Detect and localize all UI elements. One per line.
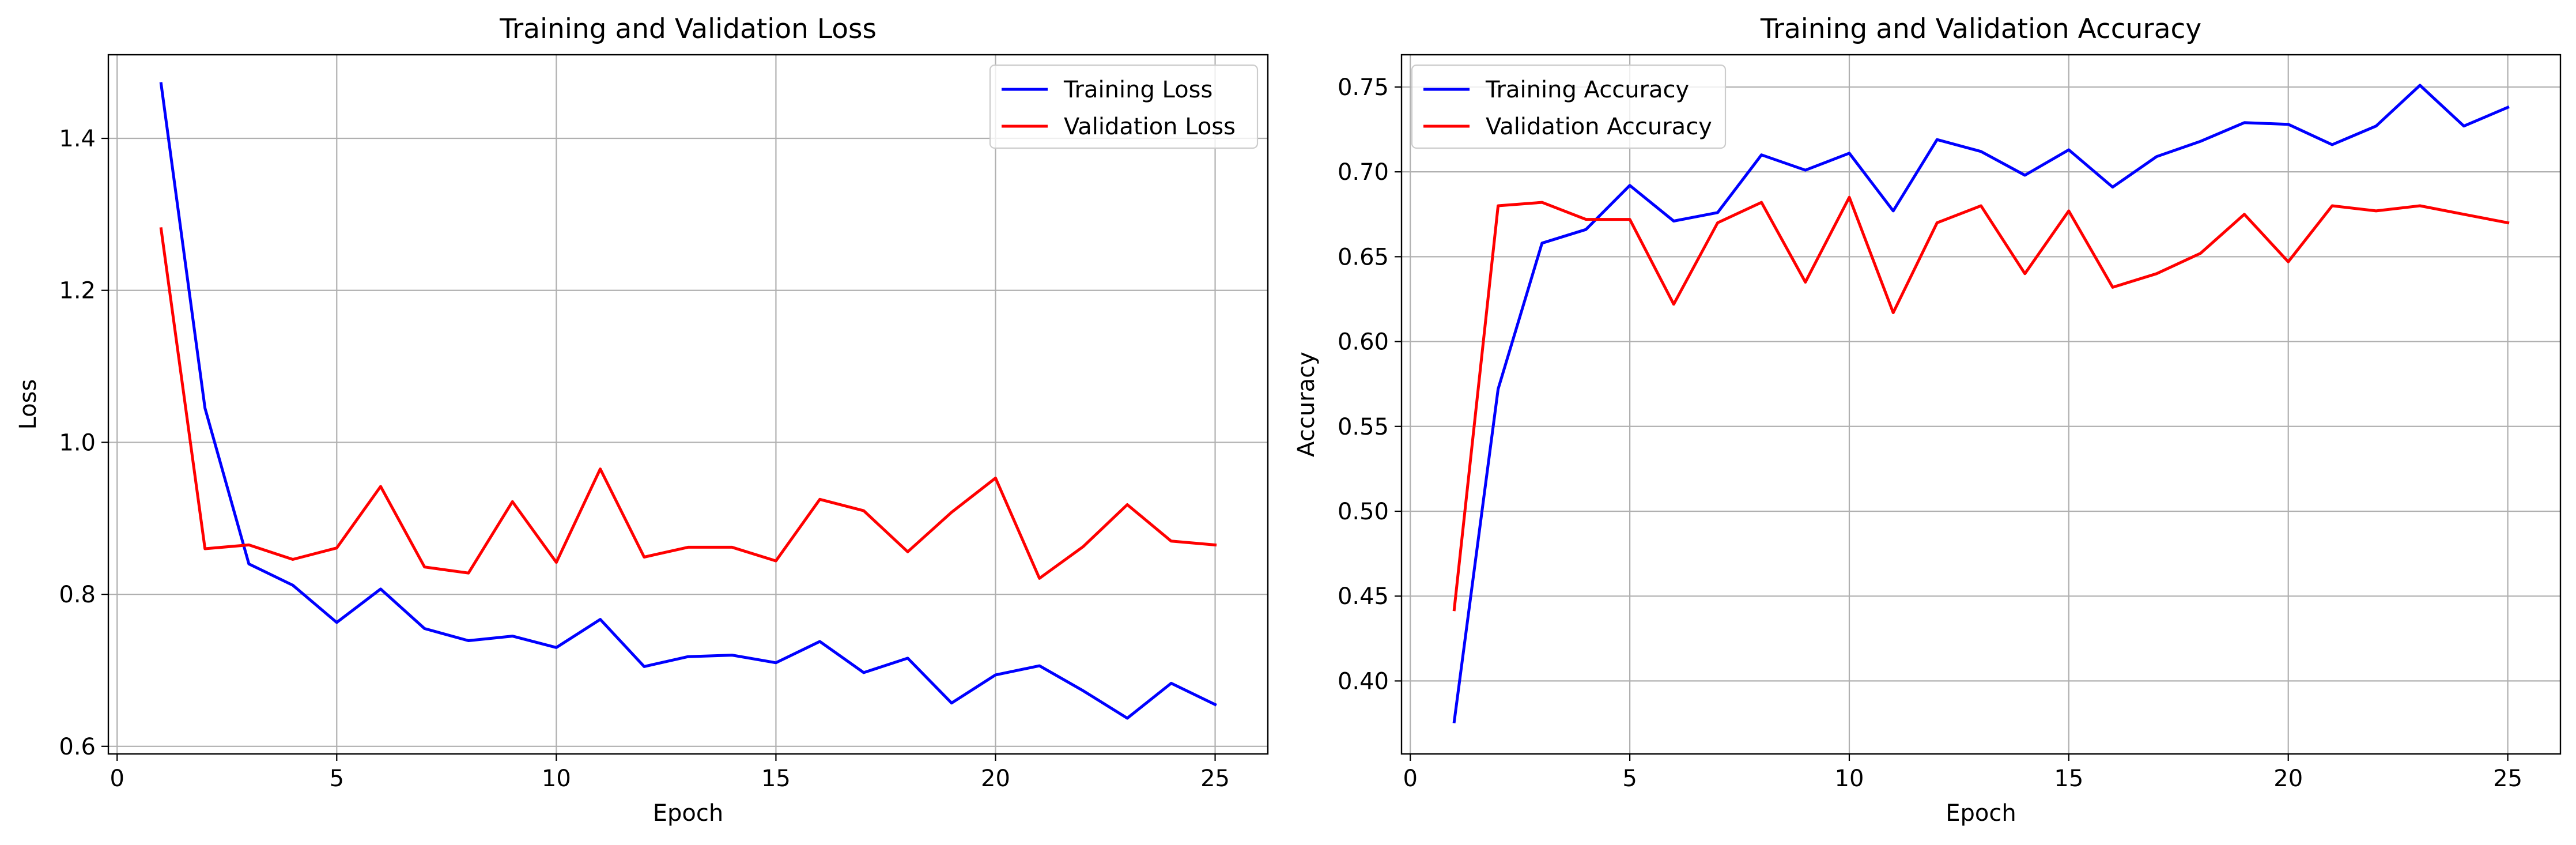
loss-series-validation-line: [159, 227, 1217, 580]
accuracy-y-tick-label: 0.60: [1338, 329, 1389, 356]
loss-axes-frame: [107, 54, 1269, 755]
loss-x-tick-label: 25: [1200, 765, 1230, 792]
accuracy-legend-training-label: Training Accuracy: [1485, 77, 1689, 103]
accuracy-x-tick-label: 15: [2054, 765, 2083, 792]
accuracy-legend-validation-label: Validation Accuracy: [1486, 114, 1712, 140]
loss-chart-title: Training and Validation Loss: [499, 13, 877, 45]
accuracy-x-tick-label: 0: [1403, 765, 1418, 792]
accuracy-legend-box: [1411, 64, 1727, 149]
accuracy-axes-frame: [1400, 54, 2562, 755]
accuracy-series-validation-line: [1452, 195, 2510, 612]
loss-legend-box: [989, 64, 1259, 149]
accuracy-series-training-line: [1452, 84, 2510, 723]
loss-x-axis-label: Epoch: [653, 800, 723, 827]
loss-y-tick-label: 1.0: [59, 429, 96, 456]
loss-chart: 0 5 10 15 20 25 0.6 0.8 1.0 1.2 1.4 Training and Va…: [15, 13, 1269, 827]
loss-y-tick-label: 1.4: [59, 126, 96, 152]
loss-y-tick-label: 0.6: [59, 734, 96, 760]
accuracy-y-tick-label: 0.55: [1338, 414, 1389, 440]
accuracy-chart-title: Training and Validation Accuracy: [1760, 13, 2201, 45]
accuracy-y-tick-label: 0.75: [1338, 74, 1389, 101]
loss-x-tick-label: 15: [761, 765, 791, 792]
accuracy-legend: Training Accuracy Validation Accuracy: [1411, 64, 1727, 149]
accuracy-y-tick-label: 0.70: [1338, 159, 1389, 186]
loss-x-tick-label: 0: [110, 765, 124, 792]
accuracy-chart: 0 5 10 15 20 25 0.40 0.45 0.50 0.55 0.60 0.65 0.70 0.…: [1293, 13, 2562, 827]
loss-legend-validation-label: Validation Loss: [1064, 114, 1236, 140]
loss-x-tick-label: 20: [981, 765, 1010, 792]
loss-legend-training-label: Training Loss: [1063, 77, 1213, 103]
loss-y-tick-label: 0.8: [59, 582, 96, 608]
loss-y-tick-label: 1.2: [59, 278, 96, 304]
loss-y-axis-label: Loss: [15, 379, 41, 430]
accuracy-y-tick-label: 0.45: [1338, 583, 1389, 610]
accuracy-x-tick-label: 20: [2273, 765, 2303, 792]
loss-x-tick-label: 5: [330, 765, 344, 792]
accuracy-y-axis-label: Accuracy: [1293, 352, 1320, 457]
accuracy-x-tick-label: 5: [1622, 765, 1637, 792]
accuracy-x-tick-label: 25: [2493, 765, 2522, 792]
accuracy-y-tick-label: 0.65: [1338, 244, 1389, 270]
loss-legend: Training Loss Validation Loss: [989, 64, 1259, 149]
accuracy-y-tick-label: 0.40: [1338, 668, 1389, 695]
accuracy-y-tick-label: 0.50: [1338, 499, 1389, 525]
loss-x-tick-label: 10: [542, 765, 571, 792]
loss-series-training-line: [159, 82, 1217, 720]
accuracy-x-tick-label: 10: [1835, 765, 1864, 792]
accuracy-x-axis-label: Epoch: [1946, 800, 2016, 827]
